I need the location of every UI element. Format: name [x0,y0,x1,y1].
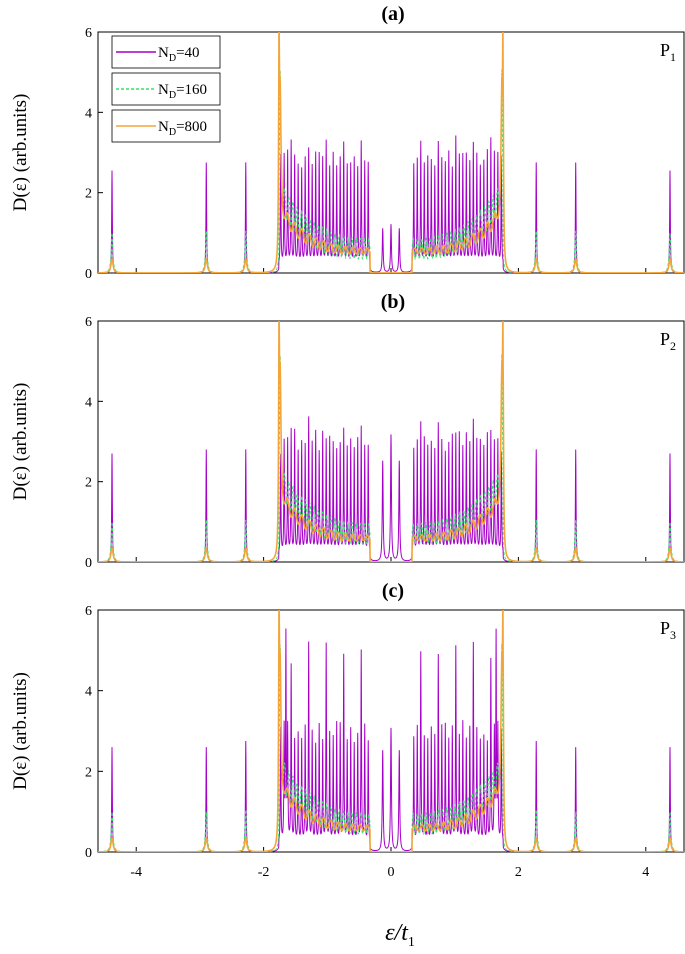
x-axis-label: ε/t1 [385,920,415,950]
y-tick-label: 4 [85,395,92,410]
panel-2: (c) 0 2 4 6 -4 -2 0 2 4 D(ε) (arb.units) P3 [10,580,685,880]
x-tick-label: -2 [258,865,270,880]
series-nd800-line [98,32,684,273]
panel-label: P3 [660,618,676,642]
series-nd40-line [98,628,684,852]
y-tick-label: 0 [85,267,92,282]
x-tick-label: 4 [642,865,649,880]
legend-box [111,72,221,106]
panel-label: P2 [660,329,676,353]
y-tick-label: 4 [85,106,92,121]
x-tick-label: 2 [515,865,522,880]
series-nd800-line [98,610,684,852]
series-nd40-line [98,135,684,273]
legend: ND=40 ND=160 ND=800 [111,35,221,143]
panel-1: (b) 0 2 4 6 D(ε) (arb.units) P2 [10,291,685,571]
y-axis-label: D(ε) (arb.units) [10,383,31,501]
x-tick-label: -4 [130,865,142,880]
y-tick-label: 2 [85,765,92,780]
x-tick-label: 0 [388,865,395,880]
y-axis-label: D(ε) (arb.units) [10,94,31,212]
panel-title: (c) [382,580,404,602]
legend-label: ND=160 [158,82,207,101]
panel-title: (a) [381,3,404,25]
legend-label: ND=800 [158,119,207,138]
legend-label: ND=40 [158,45,200,64]
panel-0: (a) 0 2 4 6 D(ε) (arb.units) P1 ND=40 ND=160 ND=8… [10,3,685,282]
y-tick-label: 6 [85,315,92,330]
y-axis-label: D(ε) (arb.units) [10,672,31,790]
y-tick-label: 4 [85,685,92,700]
y-tick-label: 0 [85,846,92,861]
y-tick-label: 6 [85,26,92,41]
panel-title: (b) [381,291,405,313]
panel-label: P1 [660,40,676,64]
y-tick-label: 6 [85,604,92,619]
y-tick-label: 0 [85,556,92,571]
y-tick-label: 2 [85,476,92,491]
series-nd40-line [98,416,684,562]
y-tick-label: 2 [85,187,92,202]
series-nd800-line [98,321,684,562]
